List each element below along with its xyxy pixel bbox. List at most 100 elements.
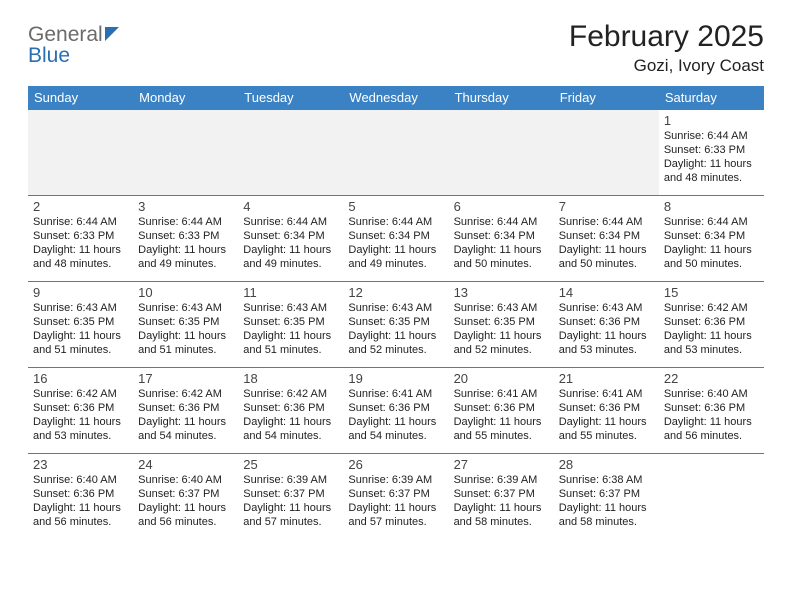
daylight-text: Daylight: 11 hours and 55 minutes. [454, 416, 549, 444]
sunrise-text: Sunrise: 6:38 AM [559, 474, 654, 488]
sunrise-text: Sunrise: 6:40 AM [664, 388, 759, 402]
calendar-week-row: 16Sunrise: 6:42 AMSunset: 6:36 PMDayligh… [28, 368, 764, 454]
brand-text: General Blue [28, 24, 119, 66]
day-number: 20 [454, 371, 549, 387]
calendar-day-cell: 24Sunrise: 6:40 AMSunset: 6:37 PMDayligh… [133, 454, 238, 540]
weekday-header: Friday [554, 86, 659, 110]
daylight-text: Daylight: 11 hours and 49 minutes. [138, 244, 233, 272]
weekday-header: Tuesday [238, 86, 343, 110]
sunset-text: Sunset: 6:37 PM [454, 488, 549, 502]
calendar-day-cell: 15Sunrise: 6:42 AMSunset: 6:36 PMDayligh… [659, 282, 764, 368]
day-number: 24 [138, 457, 233, 473]
calendar-body: 1Sunrise: 6:44 AMSunset: 6:33 PMDaylight… [28, 110, 764, 540]
brand-part1: General [28, 23, 103, 46]
sunset-text: Sunset: 6:35 PM [348, 316, 443, 330]
daylight-text: Daylight: 11 hours and 53 minutes. [559, 330, 654, 358]
day-number: 18 [243, 371, 338, 387]
brand-logo: General Blue [28, 24, 119, 66]
calendar-day-cell: 26Sunrise: 6:39 AMSunset: 6:37 PMDayligh… [343, 454, 448, 540]
daylight-text: Daylight: 11 hours and 57 minutes. [348, 502, 443, 530]
calendar-day-cell: 19Sunrise: 6:41 AMSunset: 6:36 PMDayligh… [343, 368, 448, 454]
calendar-day-cell: 2Sunrise: 6:44 AMSunset: 6:33 PMDaylight… [28, 196, 133, 282]
daylight-text: Daylight: 11 hours and 58 minutes. [454, 502, 549, 530]
day-number: 3 [138, 199, 233, 215]
daylight-text: Daylight: 11 hours and 50 minutes. [559, 244, 654, 272]
daylight-text: Daylight: 11 hours and 53 minutes. [33, 416, 128, 444]
daylight-text: Daylight: 11 hours and 54 minutes. [243, 416, 338, 444]
sunrise-text: Sunrise: 6:44 AM [454, 216, 549, 230]
calendar-day-cell [28, 110, 133, 196]
sunset-text: Sunset: 6:37 PM [138, 488, 233, 502]
sunrise-text: Sunrise: 6:42 AM [138, 388, 233, 402]
calendar-day-cell: 10Sunrise: 6:43 AMSunset: 6:35 PMDayligh… [133, 282, 238, 368]
calendar-day-cell: 22Sunrise: 6:40 AMSunset: 6:36 PMDayligh… [659, 368, 764, 454]
day-number: 16 [33, 371, 128, 387]
brand-part2: Blue [28, 44, 70, 67]
sunrise-text: Sunrise: 6:43 AM [454, 302, 549, 316]
sunset-text: Sunset: 6:37 PM [559, 488, 654, 502]
day-number: 17 [138, 371, 233, 387]
sunrise-text: Sunrise: 6:42 AM [33, 388, 128, 402]
daylight-text: Daylight: 11 hours and 54 minutes. [348, 416, 443, 444]
daylight-text: Daylight: 11 hours and 52 minutes. [348, 330, 443, 358]
daylight-text: Daylight: 11 hours and 54 minutes. [138, 416, 233, 444]
daylight-text: Daylight: 11 hours and 50 minutes. [664, 244, 759, 272]
sunset-text: Sunset: 6:33 PM [664, 144, 759, 158]
calendar-day-cell: 28Sunrise: 6:38 AMSunset: 6:37 PMDayligh… [554, 454, 659, 540]
sunrise-text: Sunrise: 6:42 AM [664, 302, 759, 316]
calendar-header-row: Sunday Monday Tuesday Wednesday Thursday… [28, 86, 764, 110]
daylight-text: Daylight: 11 hours and 49 minutes. [348, 244, 443, 272]
calendar-day-cell: 13Sunrise: 6:43 AMSunset: 6:35 PMDayligh… [449, 282, 554, 368]
calendar-week-row: 1Sunrise: 6:44 AMSunset: 6:33 PMDaylight… [28, 110, 764, 196]
title-block: February 2025 Gozi, Ivory Coast [569, 20, 764, 76]
day-number: 4 [243, 199, 338, 215]
calendar-week-row: 2Sunrise: 6:44 AMSunset: 6:33 PMDaylight… [28, 196, 764, 282]
day-number: 21 [559, 371, 654, 387]
daylight-text: Daylight: 11 hours and 56 minutes. [33, 502, 128, 530]
daylight-text: Daylight: 11 hours and 56 minutes. [664, 416, 759, 444]
sunrise-text: Sunrise: 6:44 AM [348, 216, 443, 230]
daylight-text: Daylight: 11 hours and 51 minutes. [243, 330, 338, 358]
calendar-day-cell: 14Sunrise: 6:43 AMSunset: 6:36 PMDayligh… [554, 282, 659, 368]
sunset-text: Sunset: 6:36 PM [348, 402, 443, 416]
day-number: 8 [664, 199, 759, 215]
weekday-header: Saturday [659, 86, 764, 110]
daylight-text: Daylight: 11 hours and 51 minutes. [33, 330, 128, 358]
sunset-text: Sunset: 6:33 PM [138, 230, 233, 244]
weekday-header: Sunday [28, 86, 133, 110]
day-number: 23 [33, 457, 128, 473]
sunset-text: Sunset: 6:37 PM [243, 488, 338, 502]
sunset-text: Sunset: 6:36 PM [33, 488, 128, 502]
calendar-day-cell: 11Sunrise: 6:43 AMSunset: 6:35 PMDayligh… [238, 282, 343, 368]
sunset-text: Sunset: 6:36 PM [454, 402, 549, 416]
weekday-header: Thursday [449, 86, 554, 110]
calendar-day-cell [343, 110, 448, 196]
day-number: 2 [33, 199, 128, 215]
daylight-text: Daylight: 11 hours and 48 minutes. [664, 158, 759, 186]
sunset-text: Sunset: 6:33 PM [33, 230, 128, 244]
calendar-day-cell: 16Sunrise: 6:42 AMSunset: 6:36 PMDayligh… [28, 368, 133, 454]
sunrise-text: Sunrise: 6:44 AM [664, 130, 759, 144]
calendar-day-cell: 27Sunrise: 6:39 AMSunset: 6:37 PMDayligh… [449, 454, 554, 540]
day-number: 19 [348, 371, 443, 387]
month-title: February 2025 [569, 20, 764, 54]
calendar-day-cell: 7Sunrise: 6:44 AMSunset: 6:34 PMDaylight… [554, 196, 659, 282]
calendar-day-cell [133, 110, 238, 196]
sunrise-text: Sunrise: 6:43 AM [33, 302, 128, 316]
sunrise-text: Sunrise: 6:43 AM [243, 302, 338, 316]
sunset-text: Sunset: 6:35 PM [33, 316, 128, 330]
daylight-text: Daylight: 11 hours and 50 minutes. [454, 244, 549, 272]
sunset-text: Sunset: 6:37 PM [348, 488, 443, 502]
sunrise-text: Sunrise: 6:44 AM [243, 216, 338, 230]
weekday-header: Wednesday [343, 86, 448, 110]
sunrise-text: Sunrise: 6:44 AM [559, 216, 654, 230]
day-number: 26 [348, 457, 443, 473]
sunrise-text: Sunrise: 6:44 AM [33, 216, 128, 230]
sunset-text: Sunset: 6:36 PM [243, 402, 338, 416]
sunrise-text: Sunrise: 6:41 AM [454, 388, 549, 402]
daylight-text: Daylight: 11 hours and 53 minutes. [664, 330, 759, 358]
calendar-day-cell: 12Sunrise: 6:43 AMSunset: 6:35 PMDayligh… [343, 282, 448, 368]
calendar-day-cell: 25Sunrise: 6:39 AMSunset: 6:37 PMDayligh… [238, 454, 343, 540]
sunrise-text: Sunrise: 6:40 AM [33, 474, 128, 488]
day-number: 9 [33, 285, 128, 301]
